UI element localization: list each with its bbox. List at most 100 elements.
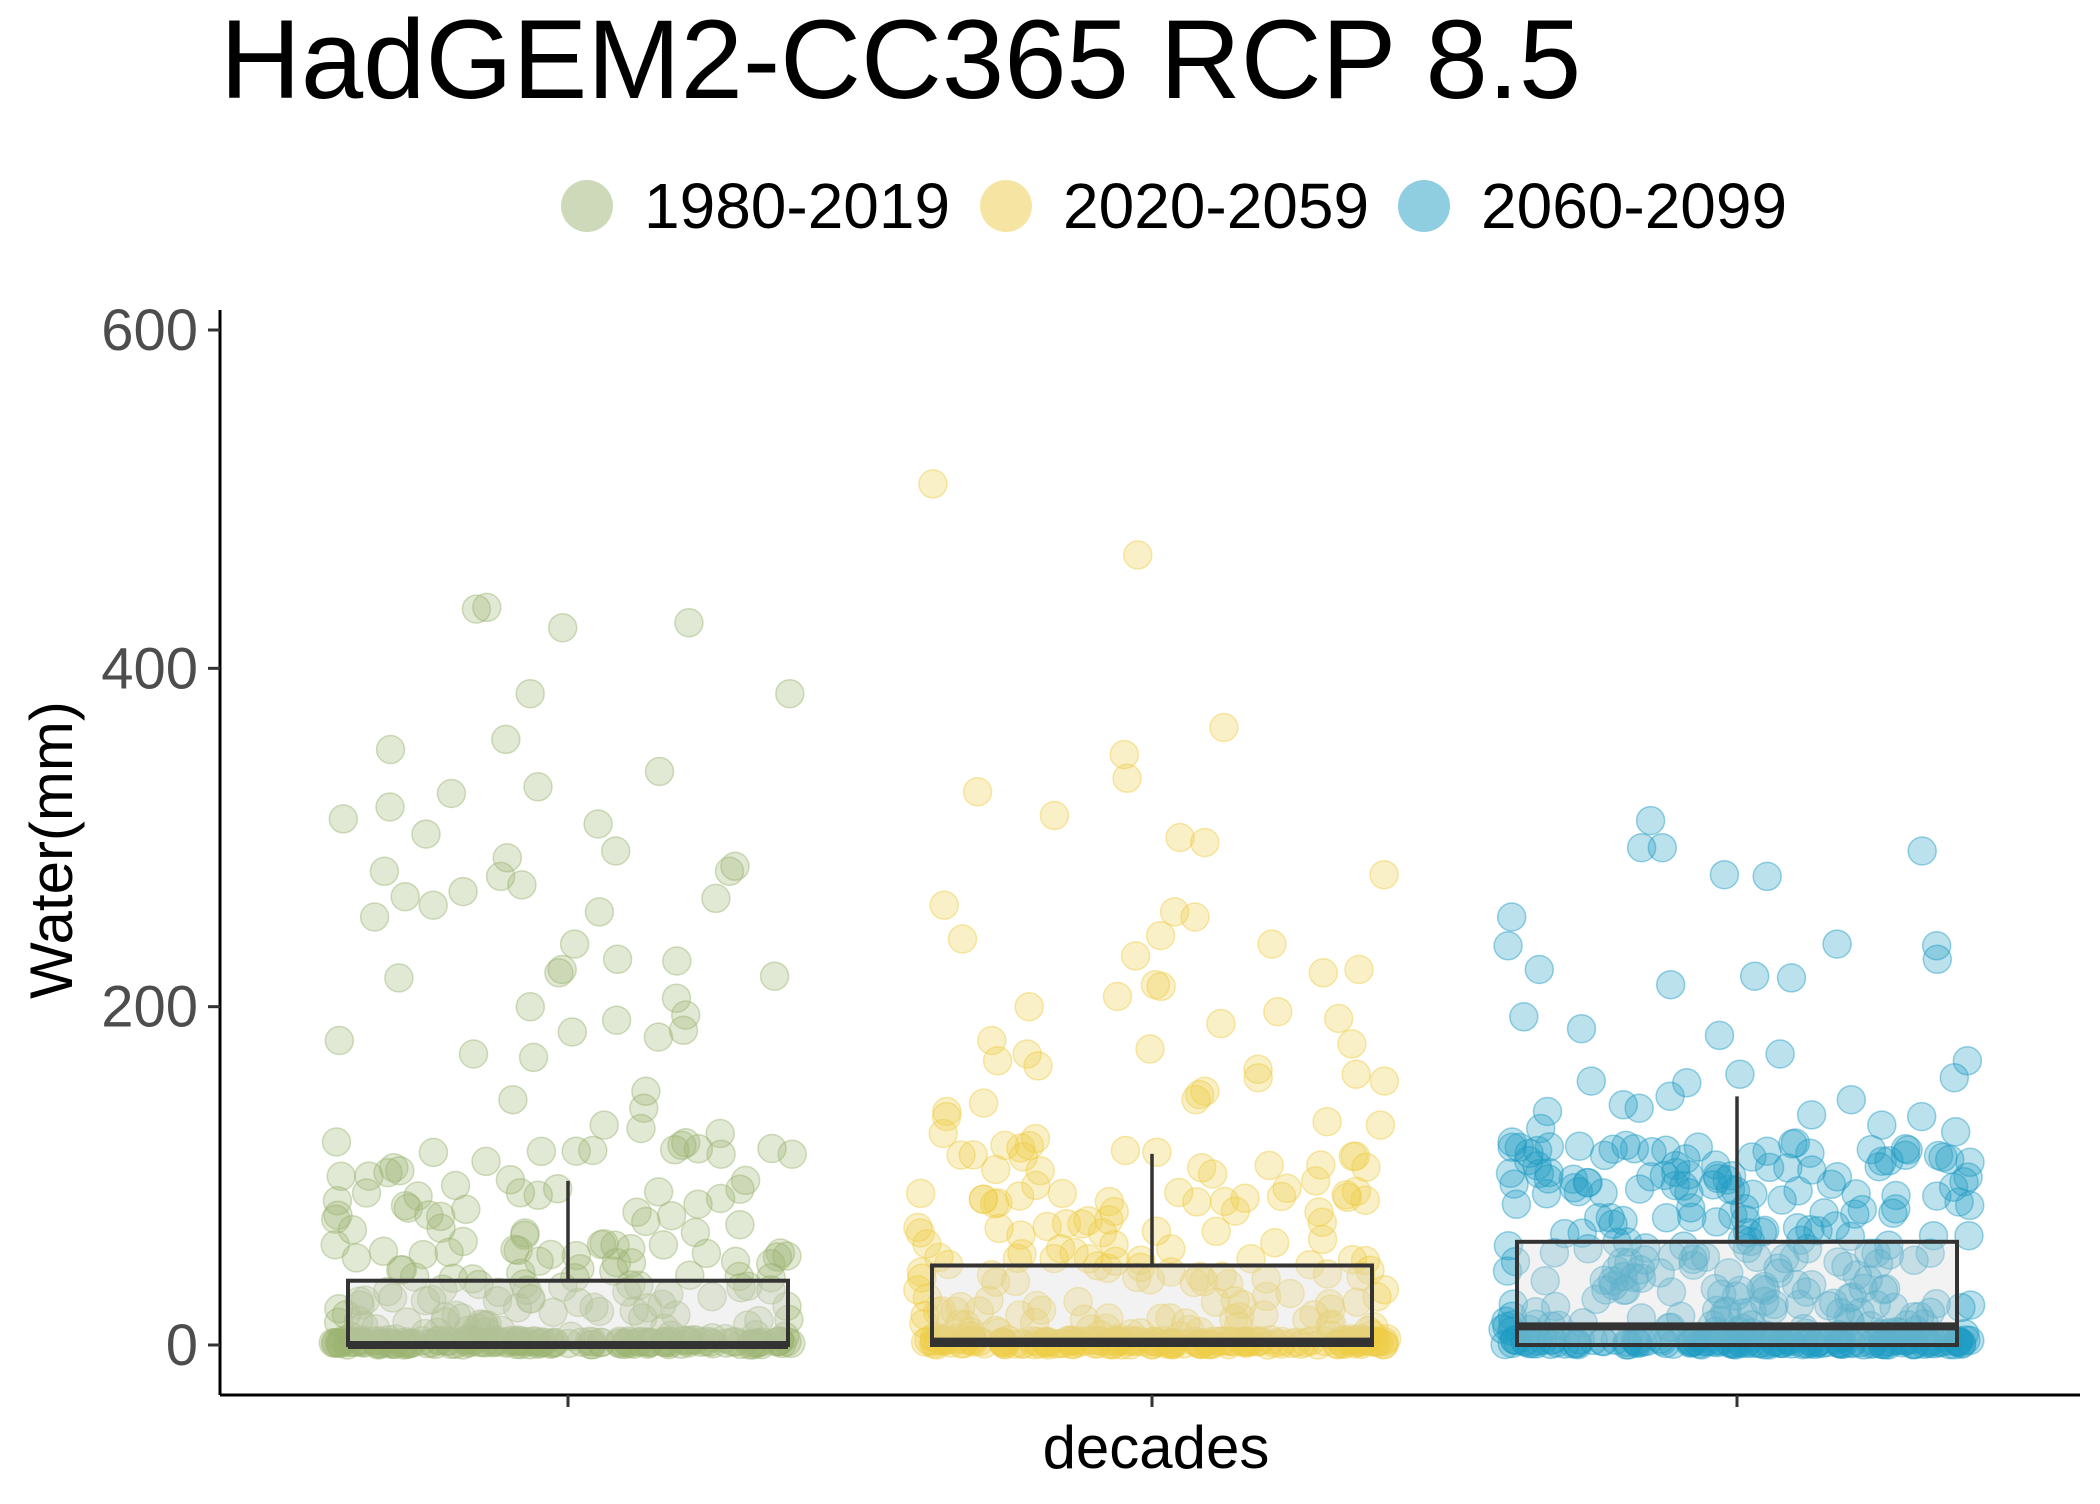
data-point bbox=[1525, 1113, 1556, 1144]
data-point bbox=[368, 1236, 399, 1267]
data-point bbox=[321, 1127, 352, 1157]
data-point bbox=[436, 778, 467, 809]
data-point bbox=[1752, 861, 1782, 892]
data-point bbox=[1601, 1255, 1632, 1286]
data-point bbox=[1588, 1178, 1618, 1208]
data-point bbox=[1700, 1273, 1731, 1304]
series-group-2020-2059 bbox=[903, 469, 1402, 1360]
data-point bbox=[683, 1134, 714, 1164]
data-point bbox=[1249, 1300, 1279, 1330]
data-point bbox=[1067, 1209, 1097, 1239]
data-point bbox=[1337, 1029, 1367, 1059]
data-point bbox=[1607, 1247, 1637, 1278]
data-point bbox=[1834, 1283, 1864, 1313]
data-point bbox=[1109, 739, 1140, 770]
data-point bbox=[1702, 1160, 1733, 1191]
data-point bbox=[1614, 1247, 1644, 1278]
data-point bbox=[1938, 1172, 1969, 1202]
data-point bbox=[1008, 1142, 1039, 1172]
data-point bbox=[1796, 1100, 1827, 1130]
data-point bbox=[976, 1260, 1007, 1290]
data-point bbox=[485, 861, 516, 892]
data-point bbox=[1818, 1288, 1849, 1319]
data-point bbox=[1784, 1289, 1815, 1320]
data-point bbox=[1045, 1233, 1076, 1264]
data-point bbox=[680, 1217, 711, 1248]
data-point bbox=[1725, 1275, 1755, 1306]
data-point bbox=[1773, 1153, 1803, 1183]
data-point bbox=[1539, 1238, 1570, 1268]
data-point bbox=[1803, 1216, 1833, 1246]
data-point bbox=[1673, 1160, 1704, 1190]
data-point bbox=[1625, 1255, 1656, 1285]
data-point bbox=[1344, 954, 1374, 985]
data-point bbox=[667, 1130, 697, 1161]
series-group-1980-2019 bbox=[318, 592, 807, 1360]
data-point bbox=[1135, 1034, 1165, 1064]
data-point bbox=[705, 1183, 736, 1214]
data-point bbox=[1823, 1247, 1853, 1277]
data-point bbox=[458, 1039, 489, 1069]
data-point bbox=[964, 1296, 994, 1326]
data-point bbox=[1351, 1152, 1381, 1183]
data-point bbox=[1209, 1186, 1240, 1217]
data-point bbox=[1323, 1003, 1354, 1034]
data-point bbox=[945, 1291, 976, 1322]
data-point bbox=[1608, 1090, 1639, 1120]
data-point bbox=[1706, 1279, 1737, 1310]
data-point bbox=[1312, 1106, 1342, 1137]
data-point bbox=[1725, 1059, 1755, 1090]
data-point bbox=[375, 792, 405, 822]
data-point bbox=[1921, 931, 1952, 961]
data-point bbox=[1092, 1253, 1123, 1284]
legend-key-1980-2019 bbox=[561, 180, 613, 232]
data-point bbox=[1307, 1224, 1338, 1255]
data-point bbox=[1006, 1220, 1036, 1250]
data-point bbox=[482, 1285, 513, 1316]
data-point bbox=[1954, 1190, 1985, 1221]
data-point bbox=[1713, 1258, 1744, 1288]
data-point bbox=[1094, 1186, 1125, 1217]
data-point bbox=[1341, 1059, 1371, 1090]
data-point bbox=[983, 1188, 1013, 1218]
data-point bbox=[322, 1186, 353, 1216]
data-point bbox=[691, 1238, 722, 1269]
data-point bbox=[1669, 1171, 1699, 1201]
data-point bbox=[1944, 1327, 1975, 1357]
data-point bbox=[344, 1286, 375, 1316]
data-point bbox=[1307, 1207, 1338, 1238]
data-point bbox=[1683, 1132, 1714, 1162]
data-point bbox=[1146, 971, 1176, 1002]
data-point bbox=[1809, 1198, 1839, 1228]
data-point bbox=[1619, 1262, 1649, 1293]
data-point bbox=[1841, 1179, 1871, 1209]
y-tick-label-600: 600 bbox=[101, 298, 198, 363]
data-point bbox=[1501, 1189, 1532, 1220]
data-point bbox=[1021, 1170, 1051, 1201]
data-point bbox=[503, 1235, 533, 1266]
data-point bbox=[1953, 1162, 1983, 1192]
data-point bbox=[928, 1118, 958, 1149]
data-point bbox=[1769, 1243, 1800, 1274]
data-point bbox=[1715, 1174, 1746, 1205]
data-point bbox=[1145, 920, 1176, 951]
data-point bbox=[1180, 902, 1210, 932]
data-point bbox=[616, 1233, 646, 1264]
data-point bbox=[1750, 1275, 1781, 1305]
data-point bbox=[1842, 1260, 1873, 1290]
data-point bbox=[661, 1300, 691, 1330]
data-point bbox=[1123, 540, 1153, 570]
data-point bbox=[1655, 969, 1686, 1000]
data-point bbox=[1059, 1237, 1089, 1268]
data-point bbox=[516, 1283, 546, 1314]
data-point bbox=[631, 1206, 661, 1237]
data-point bbox=[507, 870, 537, 900]
data-point bbox=[1873, 1230, 1904, 1261]
legend-label-1980-2019: 1980-2019 bbox=[644, 170, 950, 242]
data-point bbox=[724, 1261, 754, 1292]
data-point bbox=[1870, 1274, 1901, 1304]
data-point bbox=[1509, 1002, 1539, 1032]
data-point bbox=[1954, 1220, 1984, 1251]
data-point bbox=[1159, 897, 1190, 927]
data-point bbox=[1190, 1076, 1220, 1107]
